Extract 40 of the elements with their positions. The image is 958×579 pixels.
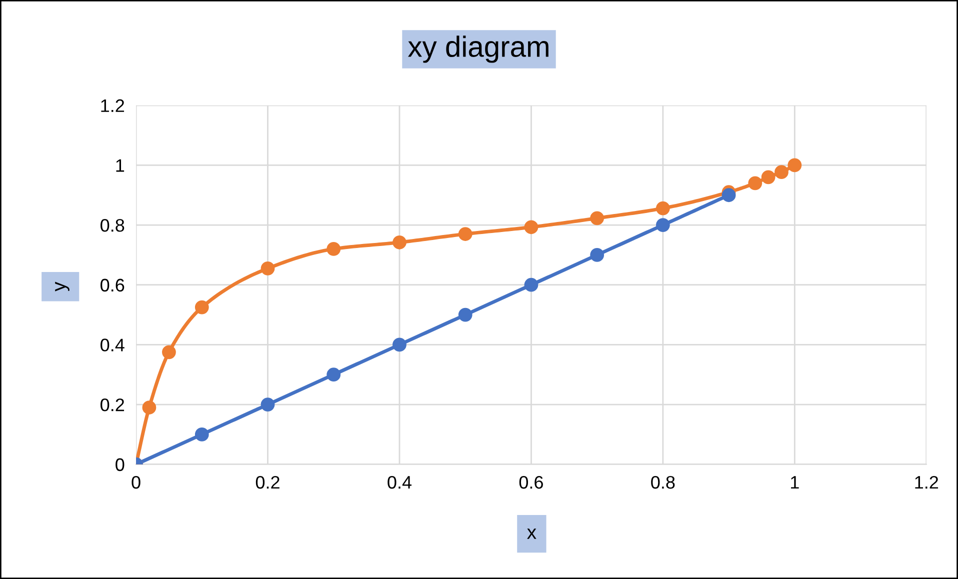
point xyxy=(656,201,670,216)
point xyxy=(194,428,209,442)
y-tick-label: 1.2 xyxy=(101,99,124,112)
point xyxy=(260,398,275,412)
point xyxy=(326,368,341,382)
point xyxy=(326,242,341,256)
point xyxy=(774,165,788,180)
x-tick-label: 1 xyxy=(791,476,799,489)
x-tick-label: 0.6 xyxy=(519,476,543,489)
point xyxy=(392,338,406,352)
point xyxy=(524,220,538,234)
x-tick-label: 1.2 xyxy=(915,476,938,489)
point xyxy=(260,261,275,276)
point xyxy=(162,345,176,360)
y-tick-label: 0.8 xyxy=(100,218,124,232)
point xyxy=(142,400,156,414)
x-tick-label: 0.2 xyxy=(256,476,280,489)
y-tick-label: 0.6 xyxy=(100,278,124,292)
x-tick-label: 0.4 xyxy=(388,476,412,489)
y-tick-label: 0.2 xyxy=(100,398,124,412)
point xyxy=(761,170,776,184)
y-tick-label: 0 xyxy=(116,458,124,472)
y-tick-label: 1 xyxy=(116,159,124,172)
y-axis-title: y xyxy=(55,282,70,292)
y-tick-label: 0.4 xyxy=(100,338,124,352)
point xyxy=(788,158,802,172)
chart-title: xy diagram xyxy=(408,36,548,63)
point xyxy=(458,308,472,322)
x-axis-title: x xyxy=(527,528,536,539)
point xyxy=(590,211,604,226)
point xyxy=(458,227,472,241)
point xyxy=(748,176,762,190)
x-tick-label: 0 xyxy=(132,476,140,489)
point xyxy=(590,248,604,262)
point xyxy=(524,278,538,292)
point xyxy=(194,300,209,314)
point xyxy=(722,188,736,202)
point xyxy=(392,235,406,250)
x-tick-label: 0.8 xyxy=(651,476,675,489)
point xyxy=(656,218,670,232)
